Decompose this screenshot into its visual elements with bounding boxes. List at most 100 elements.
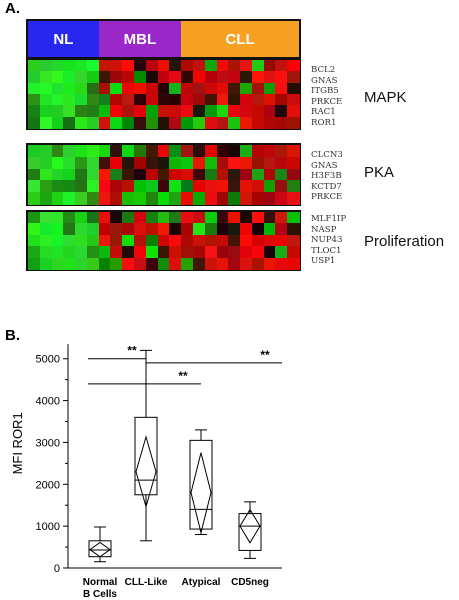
heatmap-cell [181, 94, 194, 106]
heatmap-cell [263, 212, 277, 224]
heatmap-cell [28, 246, 41, 259]
heatmap-cell [263, 246, 277, 259]
heatmap-cell [275, 116, 288, 129]
heatmap-cell [216, 192, 229, 205]
heatmap-cell [216, 82, 229, 95]
heatmap-cell [122, 168, 135, 181]
heatmap-cell [228, 223, 241, 236]
heatmap-cell [228, 116, 241, 129]
heatmap-cell [122, 192, 135, 205]
heatmap-cell [251, 145, 265, 158]
heatmap-cell [181, 234, 194, 247]
gene-label: GNAS [311, 160, 338, 171]
heatmap-cell [204, 234, 218, 247]
heatmap-cell [216, 257, 229, 270]
heatmap-cell [63, 60, 76, 72]
heatmap-cell [216, 212, 229, 224]
heatmap-cell [216, 168, 229, 181]
heatmap-cell [181, 116, 194, 129]
heatmap-cell [228, 60, 241, 72]
heatmap-cell [110, 82, 123, 95]
heatmap-cell [263, 71, 277, 84]
heatmap-cell [287, 234, 300, 247]
heatmap-cell [39, 105, 53, 118]
heatmap-cell [122, 212, 135, 224]
heatmap-cell [287, 180, 300, 193]
heatmap-cell [192, 94, 206, 106]
heatmap-cell [181, 82, 194, 95]
heatmap-cell [75, 145, 88, 158]
heatmap-cell [63, 257, 76, 270]
heatmap-cell [204, 71, 218, 84]
heatmap-cell [157, 246, 170, 259]
heatmap-cell [169, 94, 182, 106]
heatmap-cell [240, 94, 253, 106]
heatmap-cell [122, 71, 135, 84]
heatmap-cell [287, 223, 300, 236]
heatmap-cell [28, 71, 41, 84]
heatmap-cell [39, 234, 53, 247]
box [88, 540, 112, 558]
heatmap-cell [169, 82, 182, 95]
heatmap-cell [122, 180, 135, 193]
heatmap-cell [157, 212, 170, 224]
heatmap-cell [228, 156, 241, 170]
heatmap-cell [181, 180, 194, 193]
heatmap-cell [263, 94, 277, 106]
heatmap-cell [275, 192, 288, 205]
heatmap-cell [122, 234, 135, 247]
heatmap-cell [251, 257, 265, 270]
heatmap-cell [51, 156, 64, 170]
heatmap-cell [134, 145, 147, 158]
panel-b-label: B. [5, 327, 20, 344]
heatmap-cell [98, 223, 112, 236]
heatmap-cell [98, 71, 112, 84]
heatmap-cell [192, 116, 206, 129]
heatmap-cell [110, 105, 123, 118]
heatmap-cell [263, 105, 277, 118]
heatmap-cell [28, 116, 41, 129]
heatmap-cell [216, 180, 229, 193]
heatmap-cell [75, 71, 88, 84]
heatmap-cell [287, 156, 300, 170]
heatmap-cell [169, 234, 182, 247]
heatmap-cell [110, 94, 123, 106]
heatmap-cell [263, 60, 277, 72]
y-axis-label: MFI ROR1 [10, 412, 25, 474]
heatmap-cell [169, 145, 182, 158]
heatmap-cell [240, 246, 253, 259]
heatmap-cell [157, 116, 170, 129]
heatmap-cell [98, 246, 112, 259]
heatmap-cell [228, 257, 241, 270]
heatmap-cell [157, 82, 170, 95]
heatmap-cell [181, 60, 194, 72]
heatmap-cell [157, 257, 170, 270]
heatmap-cell [86, 234, 100, 247]
heatmap-cell [122, 156, 135, 170]
heatmap-cell [157, 223, 170, 236]
heatmap-cell [216, 145, 229, 158]
heatmap-cell [287, 82, 300, 95]
heatmap-cell [228, 82, 241, 95]
heatmap-cell [145, 192, 159, 205]
heatmap-cell [240, 234, 253, 247]
heatmap-cell [51, 60, 64, 72]
heatmap-cell [75, 168, 88, 181]
gene-list-proliferation: MLF1IP NASP NUP43 TLOC1 USP1 [311, 214, 346, 267]
heatmap-cell [63, 223, 76, 236]
heatmap-cell [145, 71, 159, 84]
heatmap-cell [145, 212, 159, 224]
heatmap-cell [98, 212, 112, 224]
gene-label: TLOC1 [311, 245, 342, 256]
heatmap-cell [228, 71, 241, 84]
heatmap-cell [86, 145, 100, 158]
heatmap-cell [86, 60, 100, 72]
heatmap-cell [63, 145, 76, 158]
heatmap-cell [28, 234, 41, 247]
heatmap-cell [28, 156, 41, 170]
heatmap-cell [275, 145, 288, 158]
heatmap-cell [63, 192, 76, 205]
heatmap-cell [275, 94, 288, 106]
heatmap-cell [287, 94, 300, 106]
heatmap-cell [145, 257, 159, 270]
